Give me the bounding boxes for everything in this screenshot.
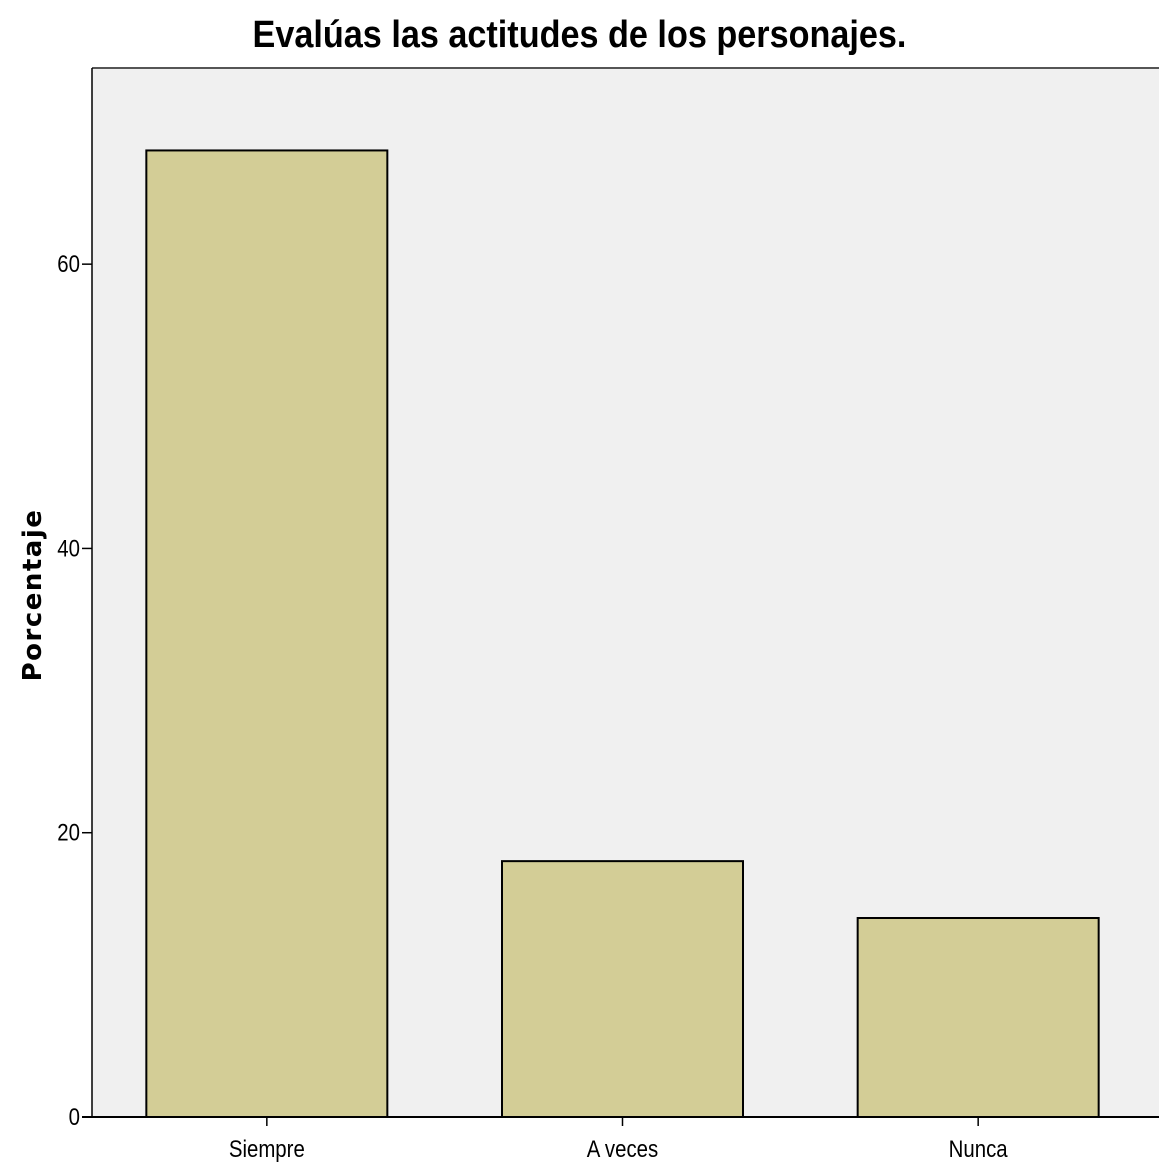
x-tick-label: A veces [587,1135,658,1162]
x-tick-label: Nunca [949,1135,1009,1162]
y-tick-label: 60 [57,251,80,278]
bar-a-veces [501,860,744,1119]
y-tick-label: 0 [69,1103,80,1130]
y-tick-label: 20 [57,819,80,846]
y-tick-label: 40 [57,535,80,562]
bar-siempre [145,149,389,1119]
chart-title: Evalúas las actitudes de los personajes. [252,14,907,56]
bar-nunca [856,917,1100,1118]
x-tick-label: Siempre [229,1135,305,1162]
